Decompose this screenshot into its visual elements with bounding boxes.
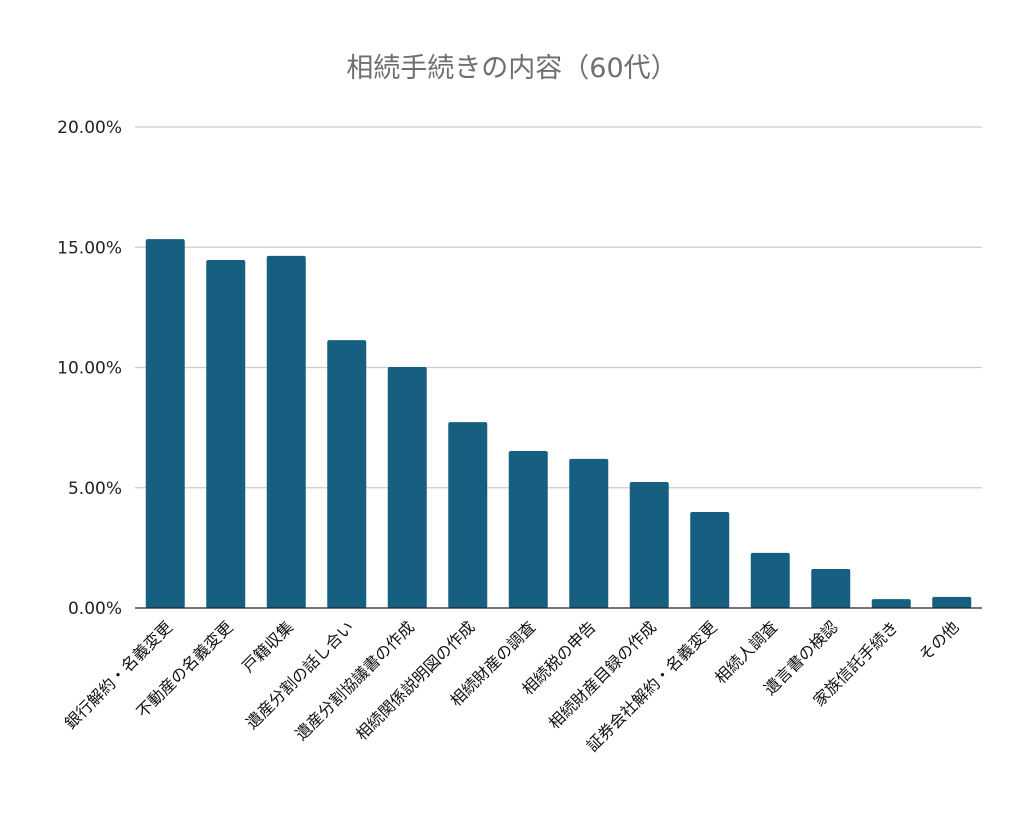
bar [569,458,609,608]
x-tick-label: 相続財産目録の作成 [545,617,660,732]
bar [327,340,367,608]
bar [387,367,427,608]
bar [629,481,669,608]
gridlines [135,126,982,489]
y-axis-ticks: 0.00% 5.00% 10.00% 15.00% 20.00% [57,118,122,619]
x-tick-label: 相続関係説明図の作成 [352,617,479,744]
x-tick-label: 戸籍収集 [238,617,297,676]
x-tick-label: 銀行解約・名義変更 [61,617,176,732]
bar [811,569,851,608]
y-tick-label: 20.00% [57,118,122,138]
bar [690,512,730,608]
bars [145,239,972,608]
y-tick-label: 10.00% [57,359,122,379]
bar [206,259,246,608]
x-tick-label: 遺産分割の話し合い [242,617,357,732]
chart-title: 相続手続きの内容（60代） [346,53,677,84]
y-tick-label: 0.00% [68,599,122,619]
bar [871,599,911,608]
y-tick-label: 15.00% [57,238,122,258]
x-tick-label: その他 [915,617,962,664]
bar [508,450,548,608]
x-tick-label: 遺産分割協議書の作成 [291,617,418,744]
bar [266,255,306,608]
bar [448,422,488,608]
y-tick-label: 5.00% [68,479,122,499]
bar [145,239,185,608]
bar [750,552,790,608]
bar [932,596,972,608]
